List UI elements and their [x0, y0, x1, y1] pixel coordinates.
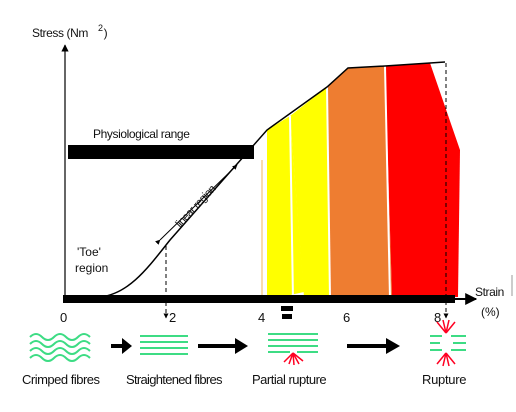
x-tick-label: 4 [258, 310, 265, 325]
x-axis-label: Strain [475, 285, 504, 299]
yellow-region [267, 116, 304, 300]
x-tick-label: 8 [434, 310, 441, 325]
x-axis-bar [63, 295, 455, 303]
y-axis-label: Stress (Nm 2) [32, 23, 108, 40]
stage-label-straightened: Straightened fibres [126, 372, 223, 387]
right-arrow-icon [347, 338, 400, 354]
red-region [385, 63, 460, 297]
right-arrow-icon [198, 338, 248, 354]
physiological-range-bar [68, 145, 254, 159]
stage-label-partial-rupture: Partial rupture [252, 372, 326, 387]
physiological-range-label: Physiological range [93, 127, 190, 141]
straightened-fibres-icon [140, 335, 188, 355]
x-tick-label: 2 [169, 310, 176, 325]
toe-region-label-line1: 'Toe' [77, 245, 101, 259]
stage-label-rupture: Rupture [422, 372, 466, 387]
yellow-region-2 [290, 87, 330, 297]
region-divider [289, 115, 294, 301]
linear-region-arrow [155, 164, 238, 245]
stress-strain-curve [99, 61, 446, 298]
toe-region-label-line2: region [75, 261, 108, 275]
region-divider [326, 86, 331, 299]
x-axis-unit: (%) [481, 305, 500, 319]
region-divider [384, 65, 391, 299]
right-arrow-icon [111, 338, 132, 354]
orange-region [327, 66, 392, 297]
x-tick-label: 0 [60, 310, 67, 325]
linear-region-label: linear region [173, 183, 218, 230]
axis-marker [281, 306, 293, 311]
axis-marker [282, 314, 292, 319]
stage-label-crimped: Crimped fibres [22, 372, 101, 387]
crimped-fibres-icon [29, 333, 91, 362]
rupture-icon [430, 319, 466, 367]
x-tick-label: 6 [343, 310, 350, 325]
partial-rupture-icon [268, 333, 318, 366]
